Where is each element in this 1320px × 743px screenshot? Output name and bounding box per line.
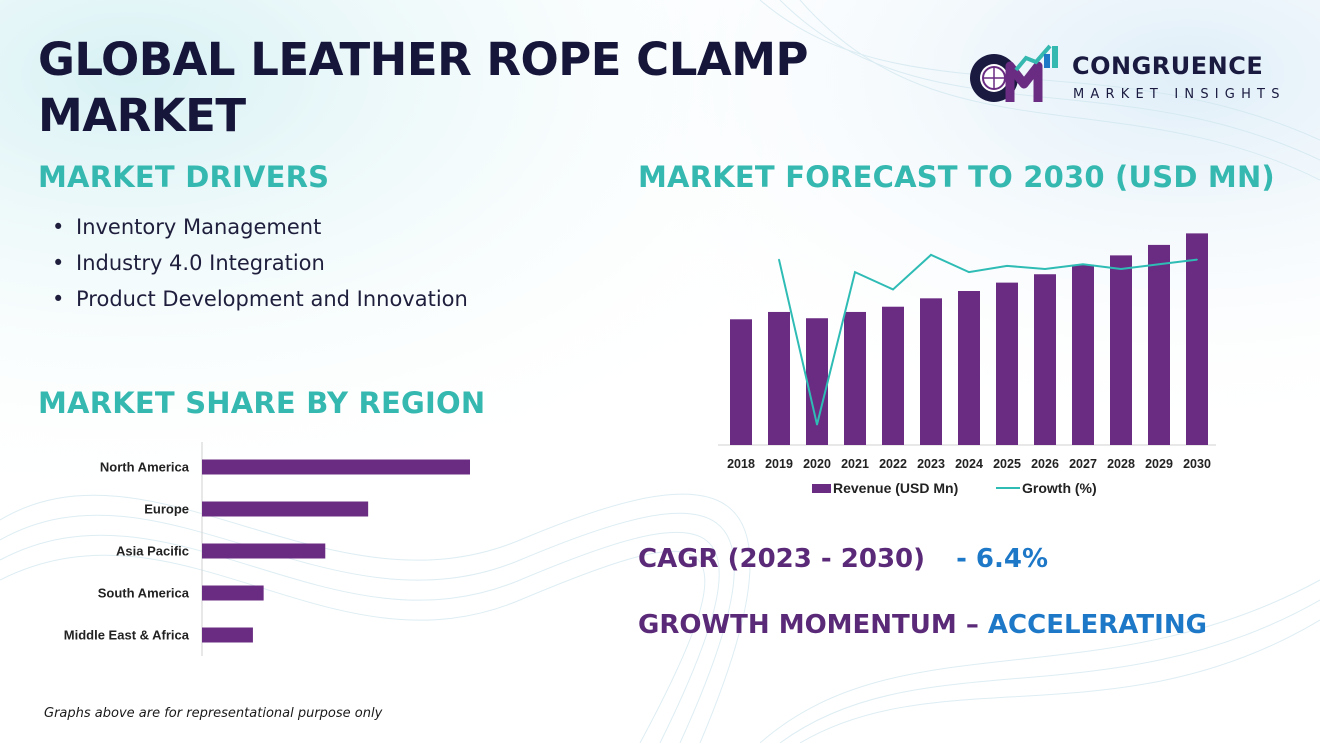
year-tick-label: 2026	[1031, 457, 1059, 471]
year-tick-label: 2020	[803, 457, 831, 471]
revenue-bar	[1072, 264, 1094, 445]
brand-logo	[964, 40, 1064, 110]
region-tick-label: Europe	[144, 502, 189, 517]
cagr-line: CAGR (2023 - 2030) - 6.4%	[638, 544, 1048, 574]
revenue-bar	[920, 298, 942, 445]
region-tick-label: North America	[100, 460, 190, 475]
growth-point	[854, 271, 856, 273]
year-tick-label: 2028	[1107, 457, 1135, 471]
revenue-bar	[1186, 233, 1208, 445]
year-tick-label: 2027	[1069, 457, 1097, 471]
growth-point	[778, 258, 780, 261]
region-tick-label: South America	[98, 586, 190, 601]
legend-revenue-label: Revenue (USD Mn)	[833, 480, 958, 496]
growth-point	[1158, 263, 1160, 266]
cagr-label: CAGR (2023 - 2030)	[638, 544, 926, 574]
footnote: Graphs above are for representational pu…	[44, 706, 383, 721]
driver-label: Product Development and Innovation	[76, 287, 468, 311]
year-tick-label: 2023	[917, 457, 945, 471]
driver-label: Industry 4.0 Integration	[76, 251, 325, 275]
forecast-heading: MARKET FORECAST TO 2030 (USD MN)	[638, 160, 1275, 194]
region-bar	[202, 585, 264, 601]
revenue-bar	[958, 291, 980, 445]
legend-growth-label: Growth (%)	[1022, 480, 1097, 496]
region-bar-chart: North America Europe Asia Pacific South Ame…	[64, 442, 470, 656]
growth-point	[1082, 263, 1084, 266]
revenue-bar	[844, 311, 866, 445]
forecast-combo-chart: 2018 2019 2020 2021 2022 2023 2024 2025 2026 2027…	[718, 233, 1216, 496]
revenue-bar	[882, 306, 904, 445]
growth-point	[1006, 265, 1008, 267]
year-tick-label: 2021	[841, 457, 869, 471]
list-item: • Product Development and Innovation	[52, 287, 468, 311]
logo-mark-icon	[970, 44, 1058, 102]
momentum-value: ACCELERATING	[987, 610, 1207, 640]
year-tick-label: 2018	[727, 457, 755, 471]
revenue-bar	[1110, 255, 1132, 445]
revenue-bar	[730, 319, 752, 445]
growth-point	[1044, 268, 1046, 270]
revenue-bar	[1034, 274, 1056, 445]
revenue-bar	[996, 282, 1018, 445]
year-tick-label: 2019	[765, 457, 793, 471]
growth-point	[968, 271, 970, 273]
brand-tagline: MARKET INSIGHTS	[1073, 87, 1286, 102]
region-tick-label: Middle East & Africa	[64, 628, 190, 643]
legend-revenue-swatch	[812, 484, 831, 493]
growth-line	[778, 253, 1198, 425]
revenue-bar	[806, 318, 828, 445]
region-tick-label: Asia Pacific	[116, 544, 189, 559]
growth-point	[816, 423, 818, 426]
list-item: • Inventory Management	[52, 215, 322, 239]
region-bar	[202, 501, 369, 517]
year-tick-label: 2029	[1145, 457, 1173, 471]
list-item: • Industry 4.0 Integration	[52, 251, 325, 275]
growth-point	[892, 288, 894, 291]
drivers-list: • Inventory Management • Industry 4.0 Inte…	[52, 212, 468, 320]
growth-point	[930, 254, 932, 256]
year-tick-label: 2024	[955, 457, 983, 471]
cagr-value: - 6.4%	[956, 544, 1049, 574]
revenue-bar	[768, 311, 790, 445]
region-bar	[202, 459, 470, 475]
momentum-label: GROWTH MOMENTUM –	[638, 610, 979, 640]
growth-point	[1196, 258, 1198, 261]
year-tick-label: 2025	[993, 457, 1021, 471]
market-share-heading: MARKET SHARE BY REGION	[38, 386, 486, 420]
revenue-bar	[1148, 244, 1170, 445]
year-tick-label: 2022	[879, 457, 907, 471]
momentum-line: GROWTH MOMENTUM – ACCELERATING	[638, 610, 1207, 640]
brand-name: CONGRUENCE	[1072, 52, 1264, 80]
market-drivers-heading: MARKET DRIVERS	[38, 160, 330, 194]
page-title: GLOBAL LEATHER ROPE CLAMP MARKET	[38, 33, 808, 142]
year-tick-label: 2030	[1183, 457, 1211, 471]
driver-label: Inventory Management	[76, 215, 322, 239]
growth-point	[1120, 268, 1122, 270]
region-bar	[202, 543, 326, 559]
region-bar	[202, 627, 253, 643]
